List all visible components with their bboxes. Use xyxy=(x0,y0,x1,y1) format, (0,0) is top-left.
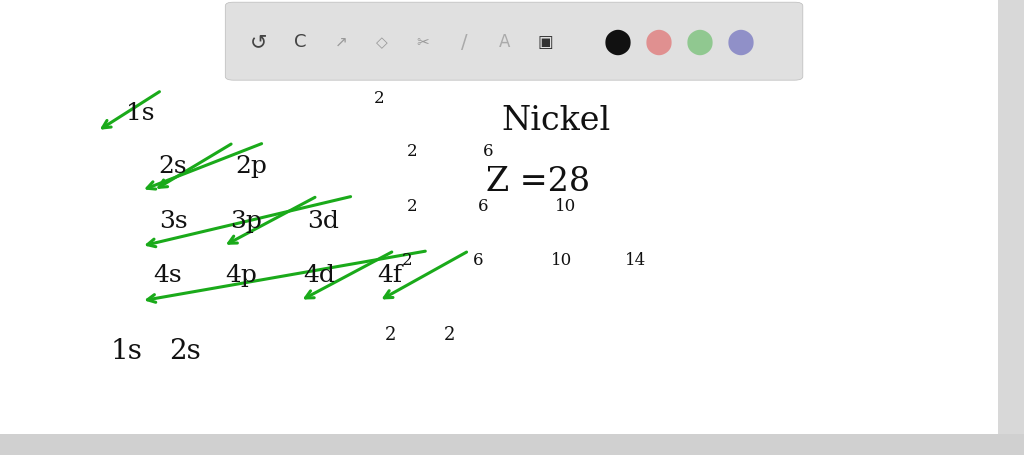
Text: 2: 2 xyxy=(443,325,455,343)
Text: ⬤: ⬤ xyxy=(603,30,632,55)
Text: 14: 14 xyxy=(625,252,646,269)
Text: 6: 6 xyxy=(478,197,488,214)
Text: 4d: 4d xyxy=(303,264,335,287)
Text: 1s: 1s xyxy=(111,337,142,364)
Text: 2s: 2s xyxy=(169,337,201,364)
Text: 4f: 4f xyxy=(377,264,402,287)
Text: 6: 6 xyxy=(483,142,494,160)
Text: 3d: 3d xyxy=(307,209,339,232)
Text: 2: 2 xyxy=(401,252,412,269)
Text: ⬤: ⬤ xyxy=(644,30,673,55)
Text: 4p: 4p xyxy=(225,264,257,287)
Text: 6: 6 xyxy=(473,252,483,269)
Text: ✂: ✂ xyxy=(417,35,429,50)
Text: C: C xyxy=(294,33,306,51)
Text: ⬤: ⬤ xyxy=(726,30,755,55)
Text: Nickel: Nickel xyxy=(502,105,611,136)
Text: Z =28: Z =28 xyxy=(486,166,591,198)
Text: 3s: 3s xyxy=(159,209,187,232)
Text: ◇: ◇ xyxy=(376,35,388,50)
Text: 2: 2 xyxy=(407,197,417,214)
Bar xyxy=(0,435,1024,455)
Text: 2s: 2s xyxy=(159,155,187,177)
Text: 2: 2 xyxy=(385,325,396,343)
Bar xyxy=(998,0,1024,435)
Text: ▣: ▣ xyxy=(538,33,554,51)
Text: ⬤: ⬤ xyxy=(685,30,714,55)
Text: 10: 10 xyxy=(551,252,572,269)
Text: ↺: ↺ xyxy=(250,32,268,52)
Text: 1s: 1s xyxy=(126,102,155,125)
Text: 2: 2 xyxy=(374,90,384,107)
Text: /: / xyxy=(461,33,467,51)
Text: 10: 10 xyxy=(555,197,577,214)
FancyBboxPatch shape xyxy=(225,3,803,81)
Text: 3p: 3p xyxy=(230,209,262,232)
Text: ↗: ↗ xyxy=(335,35,347,50)
Text: 2p: 2p xyxy=(236,155,267,177)
Text: 4s: 4s xyxy=(154,264,182,287)
Text: A: A xyxy=(499,33,511,51)
Text: 2: 2 xyxy=(407,142,417,160)
